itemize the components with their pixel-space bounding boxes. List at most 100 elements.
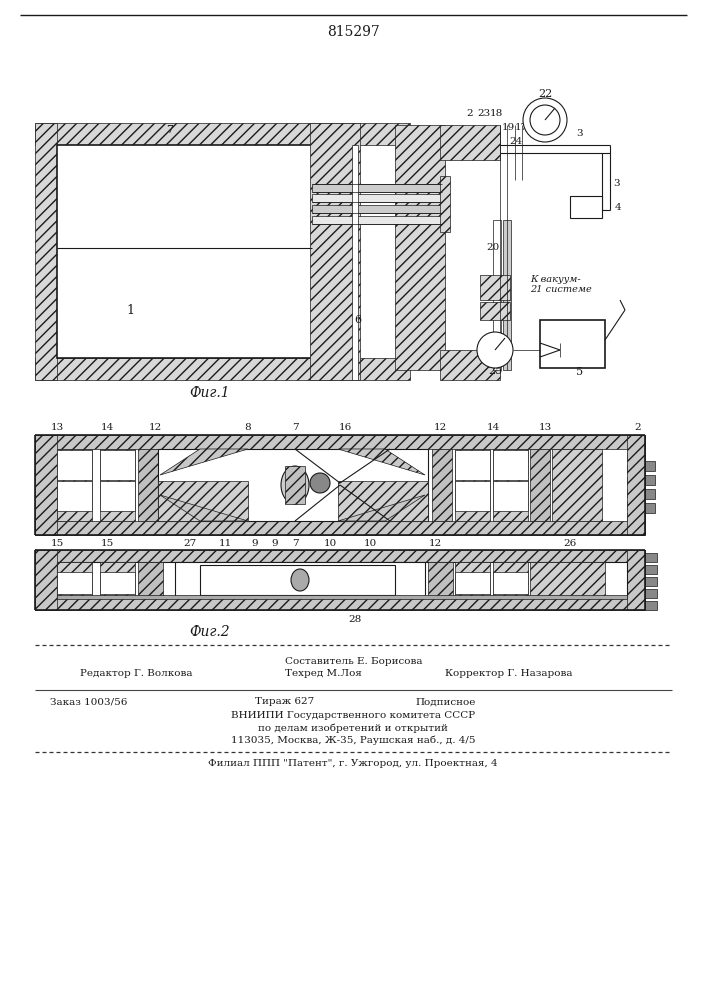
Bar <box>645 565 657 574</box>
Circle shape <box>477 332 513 368</box>
Circle shape <box>310 473 330 493</box>
Bar <box>57 562 92 598</box>
Bar <box>428 562 453 598</box>
Text: 14: 14 <box>486 422 500 432</box>
Bar <box>645 553 657 562</box>
Text: Тираж 627: Тираж 627 <box>255 698 314 706</box>
Bar <box>552 449 602 521</box>
Text: по делам изобретений и открытий: по делам изобретений и открытий <box>258 723 448 733</box>
Bar <box>627 477 645 485</box>
Ellipse shape <box>281 466 309 504</box>
Bar <box>35 123 410 145</box>
Text: 12: 12 <box>433 422 447 432</box>
Polygon shape <box>160 495 248 521</box>
Bar <box>312 194 442 202</box>
Bar <box>627 550 645 610</box>
Bar <box>455 481 490 511</box>
Bar <box>352 145 358 380</box>
Bar <box>440 350 500 380</box>
Bar <box>35 435 645 449</box>
Bar <box>455 450 490 480</box>
Text: 4: 4 <box>614 202 621 212</box>
Text: Подписное: Подписное <box>415 698 475 706</box>
Bar <box>493 450 528 480</box>
Bar <box>35 435 57 535</box>
Text: 23: 23 <box>477 109 491 118</box>
Bar <box>627 465 645 473</box>
Bar <box>645 577 657 586</box>
Text: 2: 2 <box>467 109 473 118</box>
Text: ВНИИПИ Государственного комитета СССР: ВНИИПИ Государственного комитета СССР <box>231 712 475 720</box>
Text: 13: 13 <box>538 422 551 432</box>
Text: 24: 24 <box>509 137 522 146</box>
Bar <box>57 145 312 358</box>
Text: Филиал ППП "Патент", г. Ужгород, ул. Проектная, 4: Филиал ППП "Патент", г. Ужгород, ул. Про… <box>208 760 498 768</box>
Bar <box>175 562 425 598</box>
Text: 3: 3 <box>614 178 620 188</box>
Bar <box>440 125 500 160</box>
Bar <box>35 123 57 380</box>
Bar <box>138 562 163 598</box>
Bar <box>627 489 645 497</box>
Text: 7: 7 <box>167 125 173 135</box>
Bar <box>57 562 627 598</box>
Text: 6: 6 <box>354 315 361 325</box>
Text: Техред М.Лоя: Техред М.Лоя <box>285 670 362 678</box>
Bar <box>645 461 655 471</box>
Bar <box>440 176 450 232</box>
Circle shape <box>523 98 567 142</box>
Text: Составитель Е. Борисова: Составитель Е. Борисова <box>285 658 423 666</box>
Text: 19: 19 <box>501 122 515 131</box>
Bar <box>503 220 511 370</box>
Bar <box>100 450 135 480</box>
Text: 7: 7 <box>292 538 298 548</box>
Bar <box>285 466 305 504</box>
Text: 18: 18 <box>489 109 503 118</box>
Text: 12: 12 <box>148 422 162 432</box>
Text: 17: 17 <box>515 122 527 131</box>
Bar <box>627 453 645 461</box>
Text: Фиг.1: Фиг.1 <box>189 386 230 400</box>
Bar <box>57 595 627 599</box>
Bar <box>57 449 92 521</box>
Bar <box>493 449 528 521</box>
Text: 15: 15 <box>100 538 114 548</box>
Bar <box>627 435 645 535</box>
Bar <box>100 572 135 594</box>
Text: 28: 28 <box>349 615 361 624</box>
Bar <box>35 550 57 610</box>
Text: Фиг.2: Фиг.2 <box>189 625 230 639</box>
Bar <box>100 562 135 598</box>
Text: 22: 22 <box>538 89 552 99</box>
Ellipse shape <box>291 569 309 591</box>
Bar <box>645 489 655 499</box>
Bar <box>57 481 92 511</box>
Bar <box>310 123 360 380</box>
Bar <box>35 598 645 610</box>
Bar <box>158 449 428 521</box>
Bar <box>395 125 445 370</box>
Bar <box>645 475 655 485</box>
Bar <box>57 572 92 594</box>
Bar <box>100 449 135 521</box>
Bar <box>312 205 442 213</box>
Bar <box>200 565 395 595</box>
Text: 16: 16 <box>339 422 351 432</box>
Text: Корректор Г. Назарова: Корректор Г. Назарова <box>445 670 573 678</box>
Bar <box>645 589 657 598</box>
Text: 26: 26 <box>563 538 577 548</box>
Text: 815297: 815297 <box>327 25 380 39</box>
Text: 1: 1 <box>126 304 134 316</box>
Polygon shape <box>158 481 248 521</box>
Polygon shape <box>160 449 248 475</box>
Bar <box>138 449 158 521</box>
Text: 9: 9 <box>252 538 258 548</box>
Bar <box>312 184 442 192</box>
Text: 12: 12 <box>428 538 442 548</box>
Text: 3: 3 <box>577 129 583 138</box>
Text: 9: 9 <box>271 538 279 548</box>
Bar <box>540 320 605 368</box>
Text: 27: 27 <box>183 538 197 548</box>
Text: 15: 15 <box>50 538 64 548</box>
Text: 14: 14 <box>100 422 114 432</box>
